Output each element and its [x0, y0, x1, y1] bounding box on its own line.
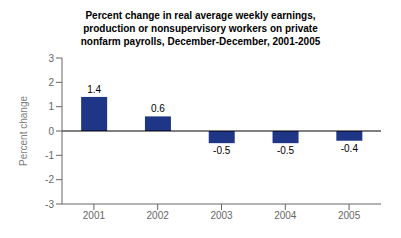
svg-text:2002: 2002 — [147, 210, 170, 221]
svg-text:1.4: 1.4 — [87, 84, 101, 95]
html-text:nonfarm payrolls, December-Dec: nonfarm payrolls, December-December, 200… — [80, 36, 321, 47]
svg-text:0.6: 0.6 — [151, 103, 165, 114]
html-text:Percent change in real average: Percent change in real average weekly ea… — [85, 10, 316, 21]
svg-text:2004: 2004 — [274, 210, 297, 221]
svg-text:-0.5: -0.5 — [277, 145, 295, 156]
svg-text:-1: -1 — [45, 150, 54, 161]
svg-text:2003: 2003 — [210, 210, 233, 221]
svg-text:-3: -3 — [45, 199, 54, 210]
svg-text:-0.4: -0.4 — [341, 143, 359, 154]
svg-text:1: 1 — [48, 101, 54, 112]
svg-text:2001: 2001 — [83, 210, 106, 221]
html-text:production or nonsupervisory w: production or nonsupervisory workers on … — [83, 23, 318, 34]
svg-text:2: 2 — [48, 77, 54, 88]
svg-text:3: 3 — [48, 53, 54, 64]
svg-text:Percent change: Percent change — [18, 96, 29, 166]
svg-text:0: 0 — [48, 126, 54, 137]
svg-text:-0.5: -0.5 — [213, 145, 231, 156]
svg-text:2005: 2005 — [338, 210, 361, 221]
svg-text:-2: -2 — [45, 174, 54, 185]
